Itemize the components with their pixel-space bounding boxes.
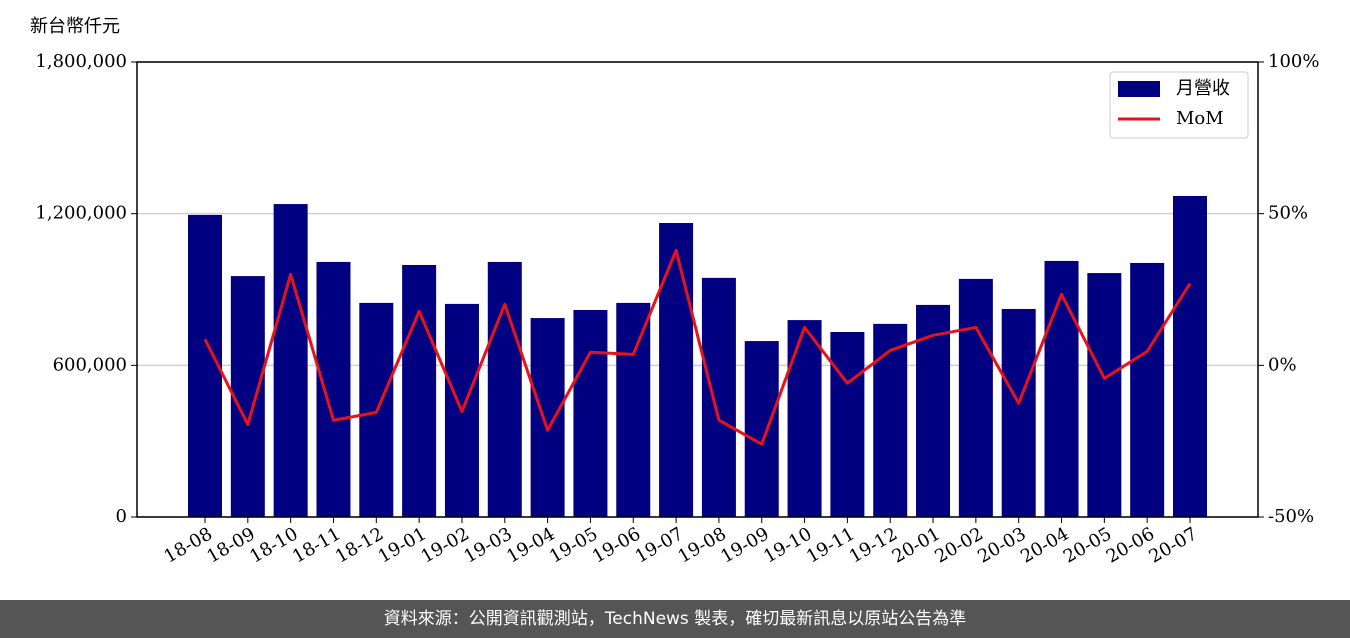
x-tick-label: 19-10 (760, 523, 815, 567)
y2-tick-label: 50% (1268, 203, 1308, 224)
x-tick-label: 20-07 (1146, 523, 1201, 567)
x-tick-label: 19-01 (375, 523, 430, 567)
legend-swatch (1118, 81, 1160, 97)
x-tick-label: 19-07 (632, 523, 687, 567)
x-tick-label: 19-08 (674, 523, 729, 567)
bar (1130, 262, 1165, 517)
y2-tick-label: 100% (1268, 51, 1319, 72)
bar (873, 323, 908, 517)
bar (787, 320, 822, 517)
y2-tick-label: -50% (1268, 506, 1314, 527)
x-tick-label: 18-11 (289, 523, 344, 567)
y-axis-label: 新台幣仟元 (30, 16, 120, 37)
footer: 資料來源：公開資訊觀測站，TechNews 製表，確切最新訊息以原站公告為準 (384, 609, 966, 629)
bar (1173, 195, 1207, 517)
bar (701, 277, 736, 517)
bar (530, 318, 565, 517)
line (203, 248, 1192, 446)
x-tick-label: 20-01 (889, 523, 944, 567)
y-tick-label: 1,800,000 (35, 51, 127, 72)
x-tick-label: 19-06 (589, 523, 644, 567)
bar (958, 278, 993, 517)
bar (230, 276, 265, 517)
x-tick-label: 20-06 (1103, 523, 1158, 567)
legend-label: 月營收 (1176, 78, 1230, 99)
bar (487, 261, 522, 517)
x-tick-label: 20-02 (931, 523, 986, 567)
footer-bar (0, 600, 1350, 638)
y-tick-label: 0 (116, 506, 127, 527)
x-tick-label: 19-09 (717, 523, 772, 567)
bar (316, 261, 351, 517)
plot-frame (136, 61, 1259, 518)
y-tick-label: 600,000 (53, 354, 127, 375)
y-tick-label: 1,200,000 (35, 203, 127, 224)
bar (1001, 308, 1036, 517)
x-tick-label: 19-04 (503, 523, 558, 567)
x-tick-label: 20-05 (1060, 523, 1115, 567)
legend-label: MoM (1176, 108, 1224, 129)
bar (573, 309, 608, 517)
bar (402, 264, 437, 517)
x-tick-label: 18-12 (332, 523, 387, 567)
x-tick-label: 20-03 (974, 523, 1029, 567)
x-tick-label: 20-04 (1017, 523, 1072, 567)
bar (273, 204, 308, 518)
bar (1087, 273, 1122, 517)
bar (659, 223, 694, 517)
x-tick-label: 18-10 (246, 523, 301, 567)
x-tick-label: 19-12 (846, 523, 901, 567)
bar (188, 214, 222, 518)
x-tick-label: 19-03 (460, 523, 515, 567)
bar (616, 302, 651, 517)
bar (1044, 260, 1079, 517)
bar (744, 341, 779, 517)
x-tick-label: 18-09 (203, 523, 258, 567)
y2-tick-label: 0% (1268, 354, 1297, 375)
bar (830, 331, 865, 517)
x-tick-label: 19-05 (546, 523, 601, 567)
x-tick-label: 19-11 (803, 523, 858, 567)
x-tick-label: 19-02 (418, 523, 473, 567)
x-tick-label: 18-08 (161, 523, 216, 567)
